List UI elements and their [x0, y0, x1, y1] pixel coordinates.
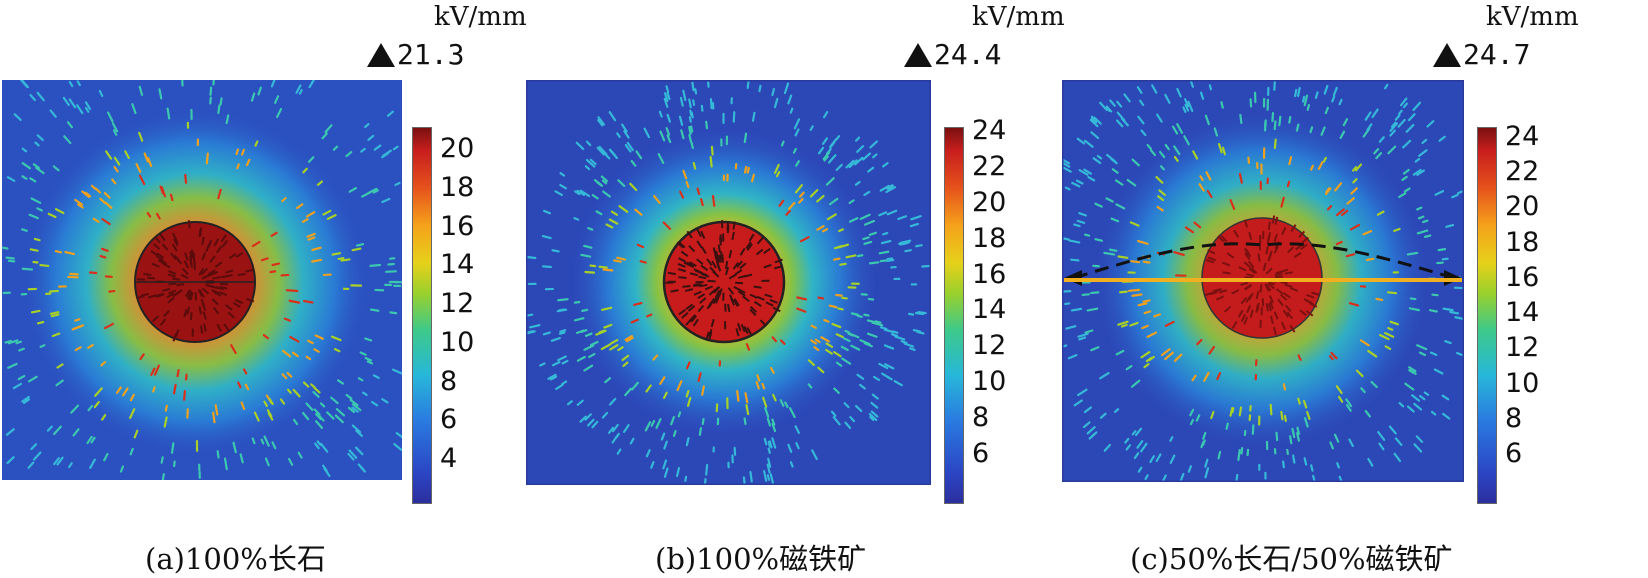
field-arrow	[1143, 300, 1149, 301]
field-arrow	[1443, 259, 1448, 260]
field-arrow	[1227, 424, 1228, 429]
field-arrow	[1066, 188, 1070, 190]
field-arrow	[1425, 236, 1430, 237]
field-arrow	[1275, 140, 1276, 148]
field-arrow	[1133, 295, 1142, 296]
field-arrow	[1072, 309, 1081, 311]
field-arrow	[1248, 158, 1249, 163]
inner-field-arrow	[1258, 254, 1259, 262]
max-triangle-icon	[1433, 43, 1461, 67]
field-arrow	[1083, 294, 1089, 295]
inner-field-arrow	[1261, 284, 1262, 292]
field-arrow	[1242, 448, 1243, 453]
colorbar-tick-label: 12	[1505, 334, 1539, 361]
field-arrow	[1388, 328, 1392, 330]
field-arrow	[1308, 105, 1309, 110]
field-arrow	[1367, 259, 1373, 260]
field-arrow	[1411, 298, 1416, 299]
field-arrow	[1295, 90, 1296, 96]
field-arrow	[1298, 399, 1299, 404]
field-arrow	[1311, 166, 1313, 170]
colorbar-tick-label: 22	[1505, 158, 1539, 185]
colorbar-tick-label: 8	[1505, 405, 1522, 432]
field-arrow	[1071, 260, 1078, 261]
field-arrow	[1283, 461, 1284, 467]
field-arrow	[1297, 125, 1298, 131]
field-arrow	[1290, 436, 1291, 443]
field-arrow	[1240, 115, 1241, 123]
inner-field-arrow	[1269, 222, 1270, 230]
colorbar-tick-label: 18	[1505, 229, 1539, 256]
field-arrow	[1271, 405, 1272, 414]
inner-field-arrow	[1269, 232, 1270, 240]
field-arrow	[1276, 433, 1277, 440]
field-arrow	[1122, 325, 1127, 327]
field-arrow	[1210, 85, 1211, 89]
field-arrow	[1279, 117, 1280, 126]
field-arrow	[1095, 239, 1101, 240]
field-arrow	[1221, 102, 1222, 108]
colorbar-tick-label: 20	[1505, 193, 1539, 220]
unit-label: kV/mm	[1486, 2, 1579, 32]
inner-field-arrow	[1258, 303, 1259, 311]
field-arrow	[1074, 225, 1079, 227]
field-arrow	[1423, 221, 1427, 222]
field-arrow	[1287, 450, 1288, 454]
field-arrow	[1281, 412, 1282, 419]
field-arrow	[1337, 463, 1339, 467]
field-arrow	[1119, 256, 1128, 257]
colorbar-tick-label: 6	[1505, 440, 1522, 467]
field-arrow	[1444, 309, 1453, 311]
field-arrow	[1285, 416, 1286, 421]
field-arrow	[1144, 262, 1150, 263]
field-arrow	[1376, 299, 1382, 300]
field-arrow	[1104, 253, 1114, 255]
inner-field-arrow	[1223, 272, 1231, 273]
field-arrow	[1145, 311, 1150, 313]
field-arrow	[1272, 113, 1273, 121]
field-arrow	[1238, 450, 1239, 460]
field-arrow	[1065, 303, 1069, 304]
inner-field-arrow	[1267, 303, 1268, 311]
colorbar-tick-label: 14	[1505, 299, 1539, 326]
colorbar-tick-label: 16	[1505, 264, 1539, 291]
field-arrow	[1274, 81, 1275, 90]
field-arrow	[1288, 182, 1289, 186]
caption-c: (c)50%长石/50%磁铁矿	[1130, 536, 1453, 578]
inner-field-arrow	[1275, 277, 1283, 278]
field-arrow	[1316, 92, 1318, 97]
field-arrow	[1408, 253, 1417, 254]
field-arrow	[1439, 249, 1445, 250]
colorbar	[1477, 127, 1497, 504]
field-arrow	[1313, 476, 1314, 481]
colorbar-tick-label: 10	[1505, 370, 1539, 397]
field-arrow	[1129, 290, 1139, 291]
field-arrow	[1298, 88, 1300, 96]
field-arrow	[1311, 465, 1312, 470]
field-arrow	[1297, 428, 1298, 434]
field-arrow	[1240, 407, 1241, 415]
field-arrow	[1284, 384, 1285, 389]
field-arrow	[1432, 295, 1437, 296]
field-arrow	[1120, 292, 1127, 293]
field-arrow	[1110, 250, 1116, 251]
max-value: 24.7	[1433, 38, 1530, 71]
field-arrow	[1091, 292, 1098, 293]
field-plot-c	[1062, 80, 1464, 482]
field-arrow	[1450, 312, 1458, 313]
colorbar-tick-label: 24	[1505, 123, 1539, 150]
field-arrow	[1303, 97, 1304, 102]
field-arrow	[1430, 310, 1437, 311]
field-arrow	[1388, 292, 1396, 293]
field-arrow	[1293, 456, 1294, 463]
field-arrow	[1131, 261, 1139, 262]
field-arrow	[1305, 458, 1306, 464]
field-arrow	[1289, 117, 1290, 122]
field-arrow	[1085, 235, 1089, 236]
field-arrow	[1219, 452, 1221, 458]
field-arrow	[1311, 127, 1313, 132]
max-value-text: 24.7	[1463, 38, 1530, 71]
field-arrow	[1275, 121, 1276, 129]
